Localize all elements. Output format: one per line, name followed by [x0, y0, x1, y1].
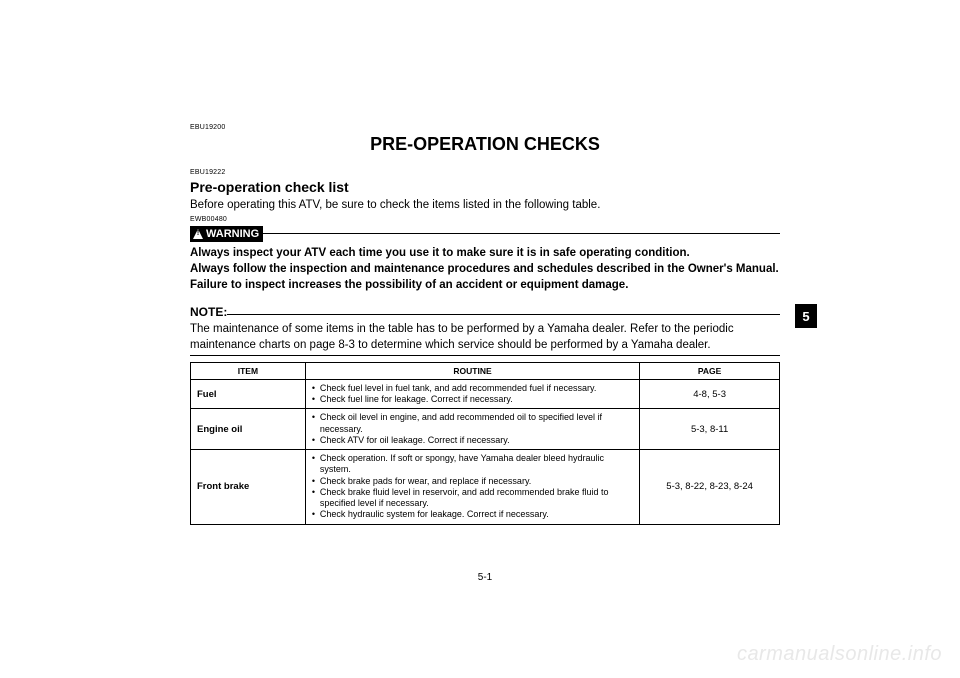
- col-routine: ROUTINE: [305, 362, 639, 379]
- table-row: Front brake Check operation. If soft or …: [191, 450, 780, 525]
- document-page: EBU19200 PRE-OPERATION CHECKS EBU19222 P…: [190, 124, 780, 525]
- note-header-row: NOTE:: [190, 305, 780, 319]
- note-rule: [227, 314, 780, 315]
- cell-page: 5-3, 8-22, 8-23, 8-24: [640, 450, 780, 525]
- chapter-tab: 5: [795, 304, 817, 328]
- intro-text: Before operating this ATV, be sure to ch…: [190, 198, 780, 214]
- cell-item: Fuel: [191, 379, 306, 409]
- routine-bullet: Check fuel line for leakage. Correct if …: [312, 394, 633, 405]
- ref-code-warning: EWB00480: [190, 216, 780, 223]
- cell-page: 5-3, 8-11: [640, 409, 780, 450]
- cell-routine: Check oil level in engine, and add recom…: [305, 409, 639, 450]
- note-underline: [190, 355, 780, 356]
- routine-bullet: Check oil level in engine, and add recom…: [312, 412, 633, 435]
- note-text: The maintenance of some items in the tab…: [190, 321, 780, 353]
- routine-bullet: Check brake fluid level in reservoir, an…: [312, 487, 633, 510]
- table-header-row: ITEM ROUTINE PAGE: [191, 362, 780, 379]
- warning-line: Always follow the inspection and mainten…: [190, 261, 780, 293]
- routine-bullet: Check hydraulic system for leakage. Corr…: [312, 509, 633, 520]
- col-item: ITEM: [191, 362, 306, 379]
- cell-item: Engine oil: [191, 409, 306, 450]
- ref-code-section: EBU19222: [190, 169, 780, 176]
- routine-bullet: Check ATV for oil leakage. Correct if ne…: [312, 435, 633, 446]
- cell-item: Front brake: [191, 450, 306, 525]
- warning-rule: [263, 233, 780, 234]
- page-title: PRE-OPERATION CHECKS: [190, 134, 780, 155]
- warning-header-row: WARNING: [190, 226, 780, 242]
- routine-bullet: Check fuel level in fuel tank, and add r…: [312, 383, 633, 394]
- routine-bullet: Check operation. If soft or spongy, have…: [312, 453, 633, 476]
- routine-bullet: Check brake pads for wear, and replace i…: [312, 476, 633, 487]
- check-table: ITEM ROUTINE PAGE Fuel Check fuel level …: [190, 362, 780, 525]
- cell-routine: Check operation. If soft or spongy, have…: [305, 450, 639, 525]
- table-row: Engine oil Check oil level in engine, an…: [191, 409, 780, 450]
- warning-line: Always inspect your ATV each time you us…: [190, 245, 780, 261]
- cell-page: 4-8, 5-3: [640, 379, 780, 409]
- col-page: PAGE: [640, 362, 780, 379]
- warning-badge: WARNING: [190, 226, 263, 242]
- warning-triangle-icon: [193, 229, 203, 239]
- note-label: NOTE:: [190, 305, 227, 319]
- table-row: Fuel Check fuel level in fuel tank, and …: [191, 379, 780, 409]
- watermark: carmanualsonline.info: [737, 643, 942, 666]
- warning-label: WARNING: [206, 228, 259, 240]
- ref-code-top: EBU19200: [190, 124, 780, 131]
- page-number: 5-1: [190, 572, 780, 583]
- warning-body: Always inspect your ATV each time you us…: [190, 245, 780, 293]
- cell-routine: Check fuel level in fuel tank, and add r…: [305, 379, 639, 409]
- section-title: Pre-operation check list: [190, 179, 780, 195]
